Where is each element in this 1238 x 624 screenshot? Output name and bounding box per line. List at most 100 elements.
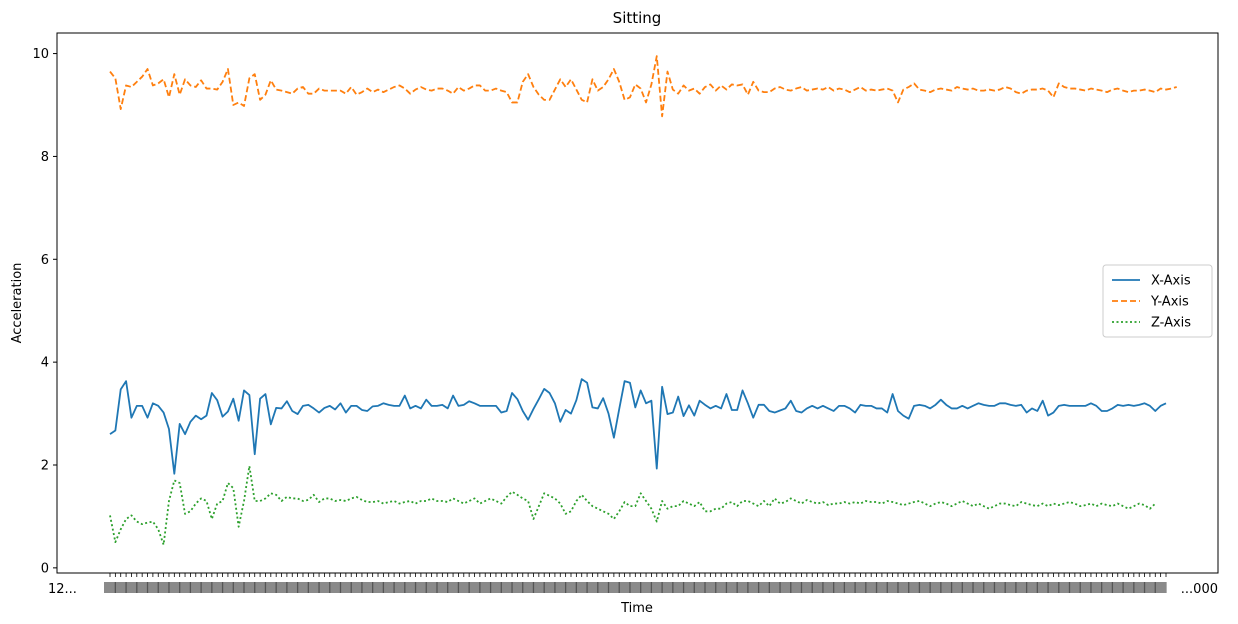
series-line-y-axis (109, 55, 1177, 118)
legend: X-Axis Y-Axis Z-Axis (1102, 264, 1213, 338)
x-tick-label-glyph (736, 582, 749, 593)
legend-label: X-Axis (1151, 274, 1191, 289)
series-layer (109, 55, 1177, 546)
legend-box (1102, 264, 1213, 338)
x-tick-label-glyph (296, 582, 309, 593)
x-tick-label-glyph (843, 582, 856, 593)
x-tick-label-glyph (1004, 582, 1017, 593)
x-tick-label-glyph (104, 582, 116, 593)
x-tick-label-glyph (875, 582, 888, 593)
x-tick-label-glyph (522, 582, 535, 593)
x-tick-label-glyph (211, 582, 224, 593)
x-tick-label-glyph (254, 582, 267, 593)
y-tick-label: 0 (41, 561, 49, 576)
x-tick-label-glyph (125, 582, 138, 593)
x-tick-label-glyph (897, 582, 910, 593)
x-tick-label-glyph (200, 582, 213, 593)
x-tick-label-glyph (779, 582, 792, 593)
x-tick-label-glyph (833, 582, 846, 593)
x-tick-label-glyph (243, 582, 256, 593)
x-tick-label-glyph (146, 582, 159, 593)
x-tick-label-glyph (114, 582, 127, 593)
y-tick-label: 8 (41, 150, 49, 165)
x-tick-label-glyph (468, 582, 481, 593)
series-line-x-axis (109, 378, 1167, 475)
x-tick-label-glyph (264, 582, 277, 593)
x-tick-label-glyph (983, 582, 996, 593)
x-tick-label-glyph (511, 582, 524, 593)
x-tick-label-glyph (189, 582, 202, 593)
chart-title: Sitting (613, 9, 662, 27)
x-tick-label-glyph (361, 582, 374, 593)
x-tick-label-glyph (1111, 582, 1124, 593)
x-tick-label-glyph (339, 582, 352, 593)
x-tick-label-glyph (1068, 582, 1081, 593)
x-tick-label-glyph (586, 582, 599, 593)
series-line-z-axis (109, 465, 1156, 546)
y-axis-ticks: 0 2 4 6 8 10 (32, 47, 57, 576)
x-axis-ticks: 12... ...000 (48, 573, 1218, 597)
x-tick-label-glyph (757, 582, 770, 593)
x-tick-label-glyph (950, 582, 963, 593)
y-axis-label: Acceleration (10, 263, 25, 344)
x-tick-label-glyph (1154, 582, 1167, 593)
y-tick-label: 4 (41, 356, 49, 371)
x-tick-label-glyph (1133, 582, 1146, 593)
x-tick-label-glyph (382, 582, 395, 593)
x-tick-label-glyph (564, 582, 577, 593)
x-tick-label-glyph (940, 582, 953, 593)
x-tick-label-glyph (532, 582, 545, 593)
x-tick-label-glyph (822, 582, 835, 593)
x-tick-label-glyph (800, 582, 813, 593)
x-tick-label-glyph (811, 582, 824, 593)
x-tick-label-glyph (768, 582, 781, 593)
x-tick-label-glyph (629, 582, 642, 593)
x-tick-label-glyph (221, 582, 234, 593)
x-tick-label-glyph (1015, 582, 1028, 593)
x-tick-label-glyph (1047, 582, 1060, 593)
x-axis-label: Time (620, 601, 653, 616)
x-tick-label-glyph (436, 582, 449, 593)
x-tick-label-glyph (575, 582, 588, 593)
x-tick-label-glyph (500, 582, 513, 593)
x-tick-label-glyph (597, 582, 610, 593)
x-tick-label-glyph (457, 582, 470, 593)
x-tick-label-glyph (715, 582, 728, 593)
x-tick-label-glyph (640, 582, 653, 593)
x-tick-label-last: ...000 (1181, 582, 1218, 597)
x-tick-label-glyph (136, 582, 149, 593)
plot-frame (56, 32, 1219, 574)
x-tick-label-glyph (404, 582, 417, 593)
x-tick-label-glyph (1079, 582, 1092, 593)
x-tick-label-glyph (618, 582, 631, 593)
x-tick-label-glyph (157, 582, 170, 593)
y-tick-label: 6 (41, 253, 49, 268)
x-tick-label-glyph (993, 582, 1006, 593)
x-tick-label-smear (104, 582, 1167, 593)
x-tick-label-glyph (672, 582, 685, 593)
legend-label: Z-Axis (1151, 316, 1191, 331)
x-tick-label-glyph (1122, 582, 1135, 593)
x-tick-label-glyph (372, 582, 385, 593)
x-tick-label-glyph (918, 582, 931, 593)
x-tick-label-glyph (886, 582, 899, 593)
x-tick-label-glyph (1101, 582, 1114, 593)
x-tick-label-glyph (682, 582, 695, 593)
x-tick-label-glyph (425, 582, 438, 593)
y-tick-label: 2 (41, 459, 49, 474)
x-tick-label-glyph (286, 582, 299, 593)
x-tick-label-glyph (693, 582, 706, 593)
x-tick-label-glyph (790, 582, 803, 593)
legend-label: Y-Axis (1150, 295, 1189, 310)
x-tick-label-glyph (329, 582, 342, 593)
x-tick-label-glyph (275, 582, 288, 593)
x-tick-label-glyph (307, 582, 320, 593)
x-tick-label-glyph (479, 582, 492, 593)
x-tick-label-first: 12... (48, 582, 77, 597)
x-tick-label-glyph (747, 582, 760, 593)
x-tick-label-glyph (318, 582, 331, 593)
x-tick-label-glyph (908, 582, 921, 593)
x-tick-label-glyph (447, 582, 460, 593)
x-tick-label-glyph (543, 582, 556, 593)
x-tick-label-glyph (350, 582, 363, 593)
